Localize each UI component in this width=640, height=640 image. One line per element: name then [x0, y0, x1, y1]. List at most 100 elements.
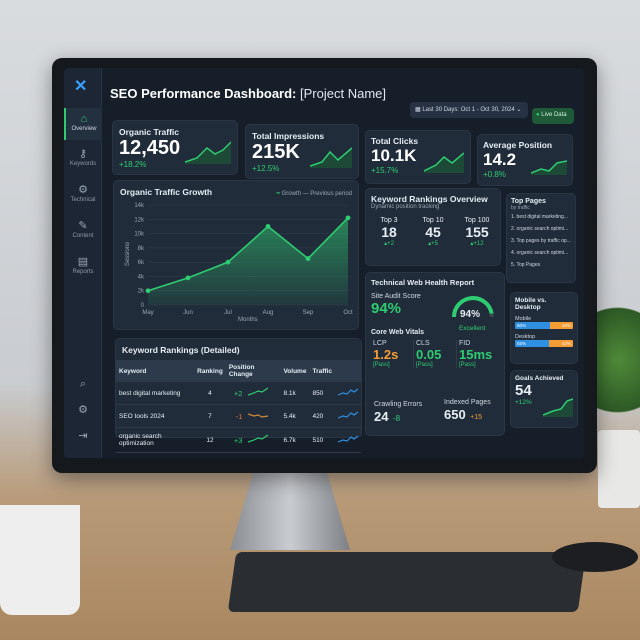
column-header[interactable]: Volume [280, 360, 310, 382]
sparkline [185, 141, 231, 164]
chart-canvas: 0 2k 4k 6k 8k 10k 12k 14k May Jun Jul Aug Sep Oct [134, 203, 353, 316]
data-point [225, 259, 231, 265]
traffic-sparkline [334, 404, 361, 428]
crawling-errors: Crawling Errors 24 -8 [374, 401, 423, 424]
cwv-title: Core Web Vitals [371, 329, 425, 336]
volume-cell: 6.7k [280, 427, 310, 453]
y-tick-label: 12k [134, 217, 145, 223]
series-line-growth [147, 217, 349, 292]
sidebar-item-content[interactable]: ✎ Content [64, 220, 102, 239]
calendar-icon: ▦ [415, 107, 423, 113]
date-range-picker[interactable]: ▦ Last 30 Days: Oct 1 - Oct 30, 2024 ⌄ [410, 102, 528, 118]
column-header[interactable]: Traffic [309, 360, 335, 382]
x-tick-label: Aug [263, 310, 274, 316]
top-page-item[interactable]: 4. organic search optimi... [511, 250, 569, 256]
sparkline [543, 398, 573, 417]
column-header[interactable]: Position Change [225, 360, 281, 382]
y-tick-label: 6k [138, 260, 145, 266]
goals-change: +12% [515, 399, 532, 406]
x-tick-label: Sep [303, 310, 314, 316]
keyword-cell: best digital marketing [116, 382, 195, 405]
y-tick-label: 8k [138, 246, 145, 252]
table-row[interactable]: organic search optimization 12 +3 6.7k 510 [116, 427, 361, 453]
change-cell: +3 [225, 427, 246, 453]
legend-growth: Growth [281, 191, 301, 197]
vital-lcp: LCP 1.2s [Pass] [371, 340, 414, 368]
kpi-change: +0.8% [483, 170, 506, 179]
top-page-item[interactable]: 5. Top Pages [511, 262, 541, 268]
home-icon: ⌂ [80, 113, 88, 125]
card-title: Mobile vs. Desktop [515, 297, 547, 311]
top3-stat: Top 3 18 ▴+2 [380, 217, 398, 247]
top-page-item[interactable]: 2. organic search optimi... [511, 226, 569, 232]
kpi-change: +12.5% [252, 164, 280, 173]
card-subtitle: by traffic [511, 205, 530, 211]
top-page-item[interactable]: 3. Top pages by traffic op... [511, 238, 571, 244]
card-title: Keyword Rankings (Detailed) [122, 345, 240, 355]
edit-icon: ✎ [78, 220, 88, 232]
settings-button[interactable]: ⚙ [64, 404, 102, 417]
x-tick-label: Jun [183, 310, 193, 316]
vital-fid: FID 15ms [Pass] [459, 340, 493, 368]
x-tick-label: Jul [224, 310, 232, 316]
top10-stat: Top 10 45 ▴+5 [422, 217, 444, 247]
dashboard-screen: ✕ ⌂ Overview ⚷ Keywords ⚙ Technical ✎ Conten… [64, 68, 584, 458]
sidebar-item-label: Technical [70, 197, 96, 203]
y-tick-label: 2k [138, 289, 145, 295]
indexed-pages: Indexed Pages 650 +15 [444, 399, 491, 422]
change-cell: -1 [225, 404, 246, 428]
gauge-value: 94% [460, 309, 481, 320]
coffee-mug [0, 505, 80, 615]
card-title: Technical Web Health Report [371, 278, 475, 287]
chart-title: Organic Traffic Growth [120, 187, 213, 197]
sidebar-item-technical[interactable]: ⚙ Technical [64, 184, 102, 203]
device-row-mobile: Mobile 60% 40% [515, 316, 573, 329]
keyword-rankings-detailed: Keyword Rankings (Detailed) Keyword Ranki… [115, 338, 362, 453]
data-point [185, 275, 191, 281]
y-tick-label: 14k [134, 203, 145, 209]
project-name: [Project Name] [300, 86, 386, 101]
sidebar-item-reports[interactable]: ▤ Reports [64, 256, 102, 275]
column-header[interactable]: Keyword [116, 360, 195, 382]
area-fill [148, 217, 348, 305]
table-row[interactable]: SEO tools 2024 7 -1 5.4k 420 [116, 404, 361, 428]
device-row-desktop: Desktop 55% 42% [515, 334, 573, 347]
top-pages-card: Top Pages by traffic 1. best digital mar… [506, 193, 576, 283]
trend-sparkline [245, 427, 281, 453]
traffic-cell: 420 [309, 404, 335, 428]
kpi-value: 215K [252, 141, 300, 163]
sidebar-item-label: Keywords [69, 161, 97, 167]
traffic-cell: 510 [309, 427, 335, 453]
kpi-value: 12,450 [119, 137, 181, 159]
rank-cell: 7 [194, 404, 226, 428]
traffic-sparkline [334, 382, 361, 405]
rank-cell: 4 [194, 382, 226, 405]
sidebar: ✕ ⌂ Overview ⚷ Keywords ⚙ Technical ✎ Conten… [64, 68, 102, 458]
page-title: SEO Performance Dashboard: [Project Name… [110, 86, 386, 101]
sidebar-item-label: Overview [71, 126, 97, 132]
column-header[interactable]: Ranking [194, 360, 226, 382]
kpi-title: Total Clicks [371, 136, 419, 146]
sidebar-item-label: Reports [72, 269, 94, 275]
kpi-title: Total Impressions [252, 131, 325, 141]
trend-sparkline [245, 382, 281, 405]
logout-button[interactable]: ⇥ [64, 430, 102, 443]
sidebar-item-keywords[interactable]: ⚷ Keywords [64, 148, 102, 167]
chart-legend: ━ Growth — Previous period [276, 191, 352, 197]
sidebar-item-overview[interactable]: ⌂ Overview [64, 108, 102, 140]
plant [595, 290, 640, 430]
kpi-value: 10.1K [371, 146, 417, 165]
table-row[interactable]: best digital marketing 4 +2 8.1k 850 [116, 382, 361, 405]
card-title: Top Pages [511, 198, 546, 205]
sidebar-item-label: Content [72, 233, 94, 239]
sparkline [424, 152, 464, 173]
data-point [345, 215, 351, 221]
kpi-title: Average Position [483, 140, 553, 150]
top-page-item[interactable]: 1. best digital marketing... [511, 214, 568, 220]
data-point [145, 288, 151, 294]
keyword-cell: SEO tools 2024 [116, 404, 195, 428]
search-button[interactable]: ⌕ [64, 378, 102, 391]
logout-icon: ⇥ [78, 430, 88, 442]
traffic-cell: 850 [309, 382, 335, 405]
live-data-badge[interactable]: ● Live Data [532, 108, 574, 124]
